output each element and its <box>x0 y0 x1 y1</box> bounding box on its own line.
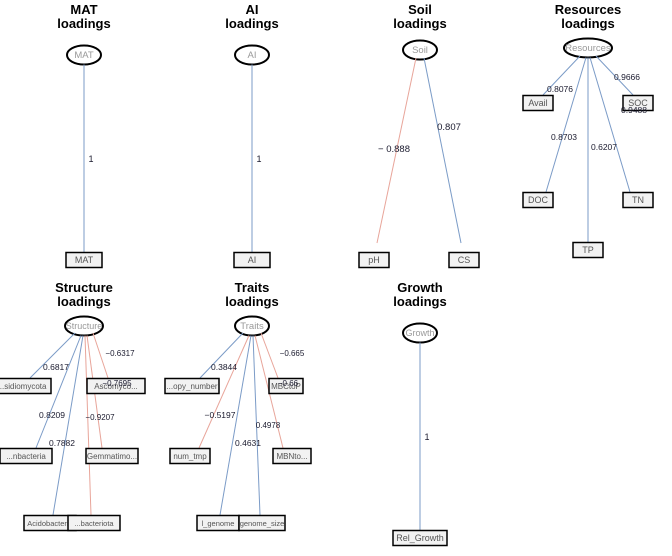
svg-text:Structure: Structure <box>55 280 113 295</box>
svg-text:loadings: loadings <box>561 16 614 31</box>
svg-text:Growth: Growth <box>397 280 443 295</box>
svg-text:loadings: loadings <box>225 294 278 309</box>
svg-text:0.4978: 0.4978 <box>256 421 281 430</box>
svg-text:Acidobacteria: Acidobacteria <box>27 519 73 528</box>
svg-text:MBNto...: MBNto... <box>276 452 307 461</box>
svg-text:DOC: DOC <box>528 195 549 205</box>
svg-text:Rel_Growth: Rel_Growth <box>396 533 444 543</box>
svg-text:TN: TN <box>632 195 644 205</box>
svg-text:−0.66: −0.66 <box>278 379 299 388</box>
svg-text:Soil: Soil <box>412 45 428 56</box>
svg-text:AI: AI <box>246 2 259 17</box>
svg-text:...bacteriota: ...bacteriota <box>74 519 114 528</box>
svg-text:0.9488: 0.9488 <box>621 105 647 115</box>
svg-text:− 0.888: − 0.888 <box>378 144 410 155</box>
svg-text:...sidiomycota: ...sidiomycota <box>0 382 47 391</box>
svg-text:Traits: Traits <box>235 280 270 295</box>
svg-text:1: 1 <box>424 432 429 442</box>
svg-text:Gemmatimo...: Gemmatimo... <box>87 452 137 461</box>
svg-text:loadings: loadings <box>225 16 278 31</box>
svg-text:Soil: Soil <box>408 2 432 17</box>
svg-text:0.3844: 0.3844 <box>211 362 237 372</box>
svg-text:loadings: loadings <box>57 16 110 31</box>
svg-text:MAT: MAT <box>75 255 94 265</box>
svg-text:−0.7695: −0.7695 <box>102 379 132 388</box>
svg-text:loadings: loadings <box>393 294 446 309</box>
svg-text:MAT: MAT <box>74 50 94 61</box>
svg-text:pH: pH <box>368 255 380 265</box>
svg-text:Resources: Resources <box>555 2 621 17</box>
svg-text:loadings: loadings <box>393 16 446 31</box>
svg-text:−0.9207: −0.9207 <box>85 413 115 422</box>
svg-text:l_genome: l_genome <box>202 519 235 528</box>
svg-text:0.8076: 0.8076 <box>547 84 573 94</box>
svg-text:1: 1 <box>88 154 93 164</box>
svg-text:−0.665: −0.665 <box>280 349 305 358</box>
svg-text:Structure: Structure <box>66 321 103 331</box>
svg-text:genome_size: genome_size <box>240 519 285 528</box>
svg-text:−0.6317: −0.6317 <box>105 349 135 358</box>
svg-text:loadings: loadings <box>57 294 110 309</box>
svg-text:1: 1 <box>256 154 261 164</box>
svg-text:0.8703: 0.8703 <box>551 132 577 142</box>
svg-text:TP: TP <box>582 245 594 255</box>
svg-text:...nbacteria: ...nbacteria <box>6 452 46 461</box>
svg-text:Avail: Avail <box>528 98 547 108</box>
svg-text:0.6817: 0.6817 <box>43 362 69 372</box>
svg-text:0.9666: 0.9666 <box>614 72 640 82</box>
svg-text:−0.5197: −0.5197 <box>205 410 236 420</box>
svg-text:AI: AI <box>248 50 257 61</box>
svg-text:MAT: MAT <box>70 2 97 17</box>
svg-text:0.4631: 0.4631 <box>235 438 261 448</box>
svg-text:Growth: Growth <box>405 328 434 338</box>
svg-text:AI: AI <box>248 255 257 265</box>
svg-text:CS: CS <box>458 255 471 265</box>
svg-text:0.8209: 0.8209 <box>39 410 65 420</box>
svg-text:Traits: Traits <box>240 321 264 332</box>
svg-text:Resources: Resources <box>565 43 611 54</box>
svg-text:0.6207: 0.6207 <box>591 142 617 152</box>
svg-text:0.807: 0.807 <box>437 122 461 133</box>
svg-text:num_tmp: num_tmp <box>173 452 207 461</box>
svg-text:0.7882: 0.7882 <box>49 438 75 448</box>
svg-text:...opy_number: ...opy_number <box>166 382 217 391</box>
